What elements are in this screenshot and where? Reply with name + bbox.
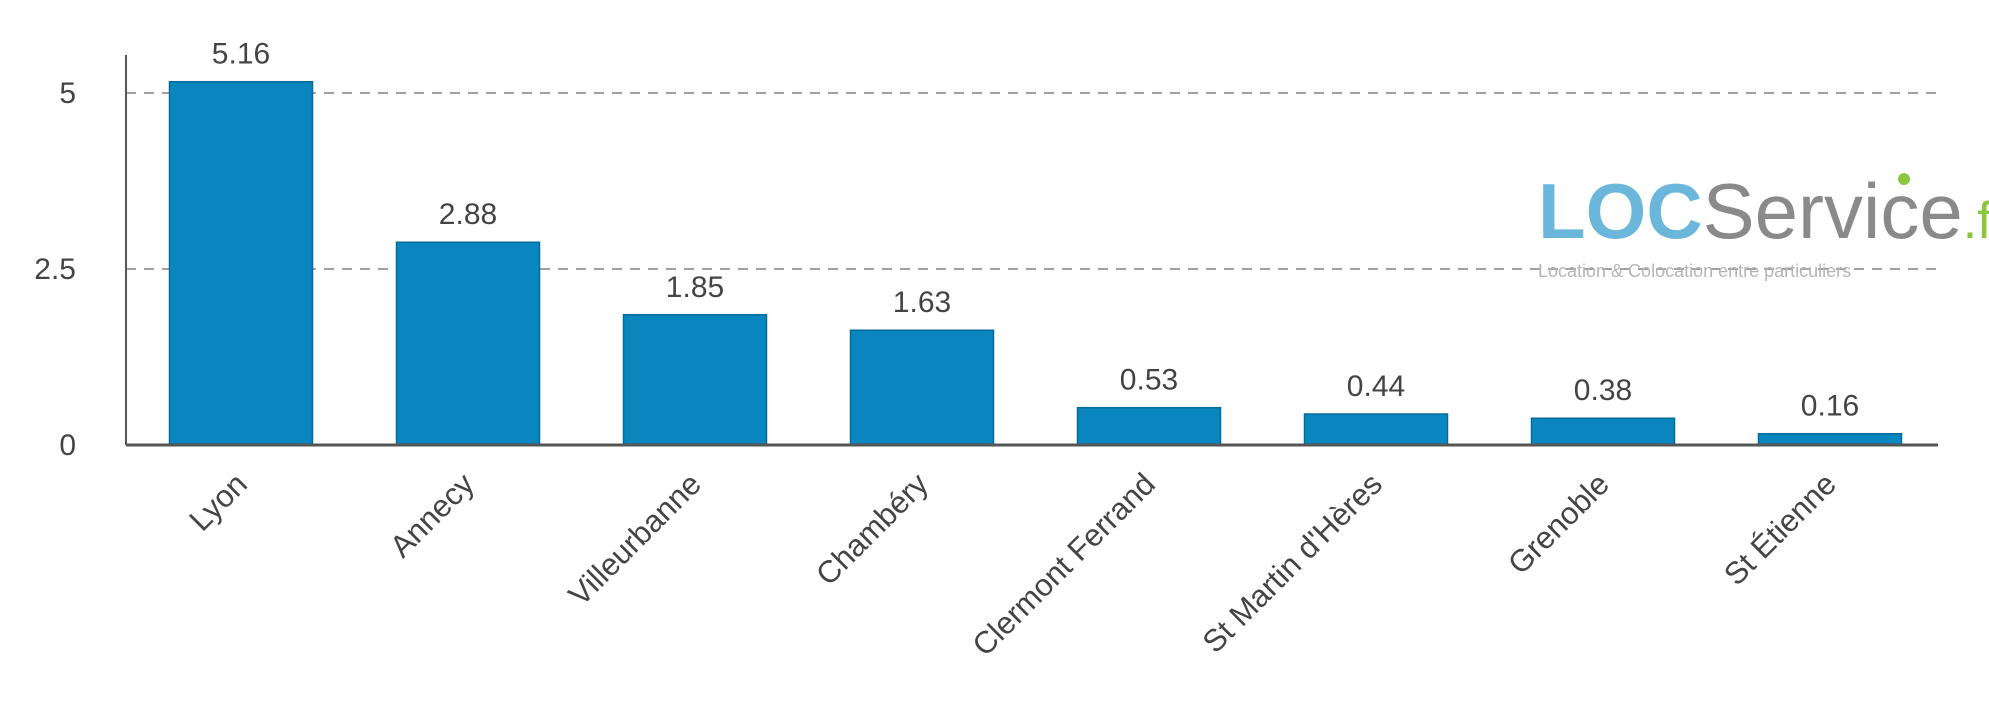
bar bbox=[1530, 417, 1676, 446]
category-label: Chambéry bbox=[809, 466, 935, 592]
category-label: St Martin d'Hères bbox=[1196, 466, 1389, 659]
grid-lines bbox=[126, 92, 1938, 270]
bar-value-label: 5.16 bbox=[212, 38, 270, 71]
bar-value-label: 2.88 bbox=[439, 198, 497, 231]
category-label: Grenoble bbox=[1501, 466, 1616, 581]
y-axis-ticks: 02.55 bbox=[34, 77, 76, 462]
y-tick-label: 2.5 bbox=[34, 253, 76, 286]
watermark-logo-service: Service bbox=[1703, 167, 1963, 255]
bar-value-label: 0.38 bbox=[1574, 374, 1632, 407]
bar bbox=[1303, 413, 1449, 446]
bar bbox=[1076, 406, 1222, 446]
locservice-watermark: LOCService.fr Location & Colocation entr… bbox=[1538, 167, 1989, 281]
bar bbox=[168, 80, 314, 446]
bar bbox=[622, 314, 768, 446]
watermark-logo-dot bbox=[1898, 173, 1910, 185]
bar-value-label: 1.63 bbox=[893, 286, 951, 319]
category-labels: Lyon Annecy Villeurbanne Chambéry Clermont F… bbox=[182, 466, 1842, 663]
bar-value-labels: 5.16 2.88 1.85 1.63 0.53 0.44 0.38 0.16 bbox=[212, 38, 1859, 423]
bar bbox=[395, 241, 541, 446]
bars bbox=[168, 80, 1903, 446]
category-label: Clermont Ferrand bbox=[965, 466, 1162, 663]
y-tick-label: 5 bbox=[59, 77, 76, 110]
bar-value-label: 0.16 bbox=[1801, 390, 1859, 423]
y-tick-label: 0 bbox=[59, 429, 76, 462]
bar bbox=[1757, 432, 1903, 446]
bar-value-label: 0.53 bbox=[1120, 364, 1178, 397]
watermark-tagline: Location & Colocation entre particuliers bbox=[1538, 261, 1851, 281]
watermark-logo: LOCService.fr bbox=[1538, 167, 1989, 255]
category-label: Annecy bbox=[383, 466, 481, 564]
bar-value-label: 1.85 bbox=[666, 271, 724, 304]
bar bbox=[849, 329, 995, 446]
category-label: Villeurbanne bbox=[562, 466, 708, 612]
bar-value-label: 0.44 bbox=[1347, 370, 1405, 403]
watermark-logo-loc: LOC bbox=[1538, 167, 1703, 255]
category-label: St Étienne bbox=[1717, 466, 1843, 592]
category-label: Lyon bbox=[182, 466, 253, 537]
watermark-logo-fr: .fr bbox=[1963, 192, 1989, 250]
